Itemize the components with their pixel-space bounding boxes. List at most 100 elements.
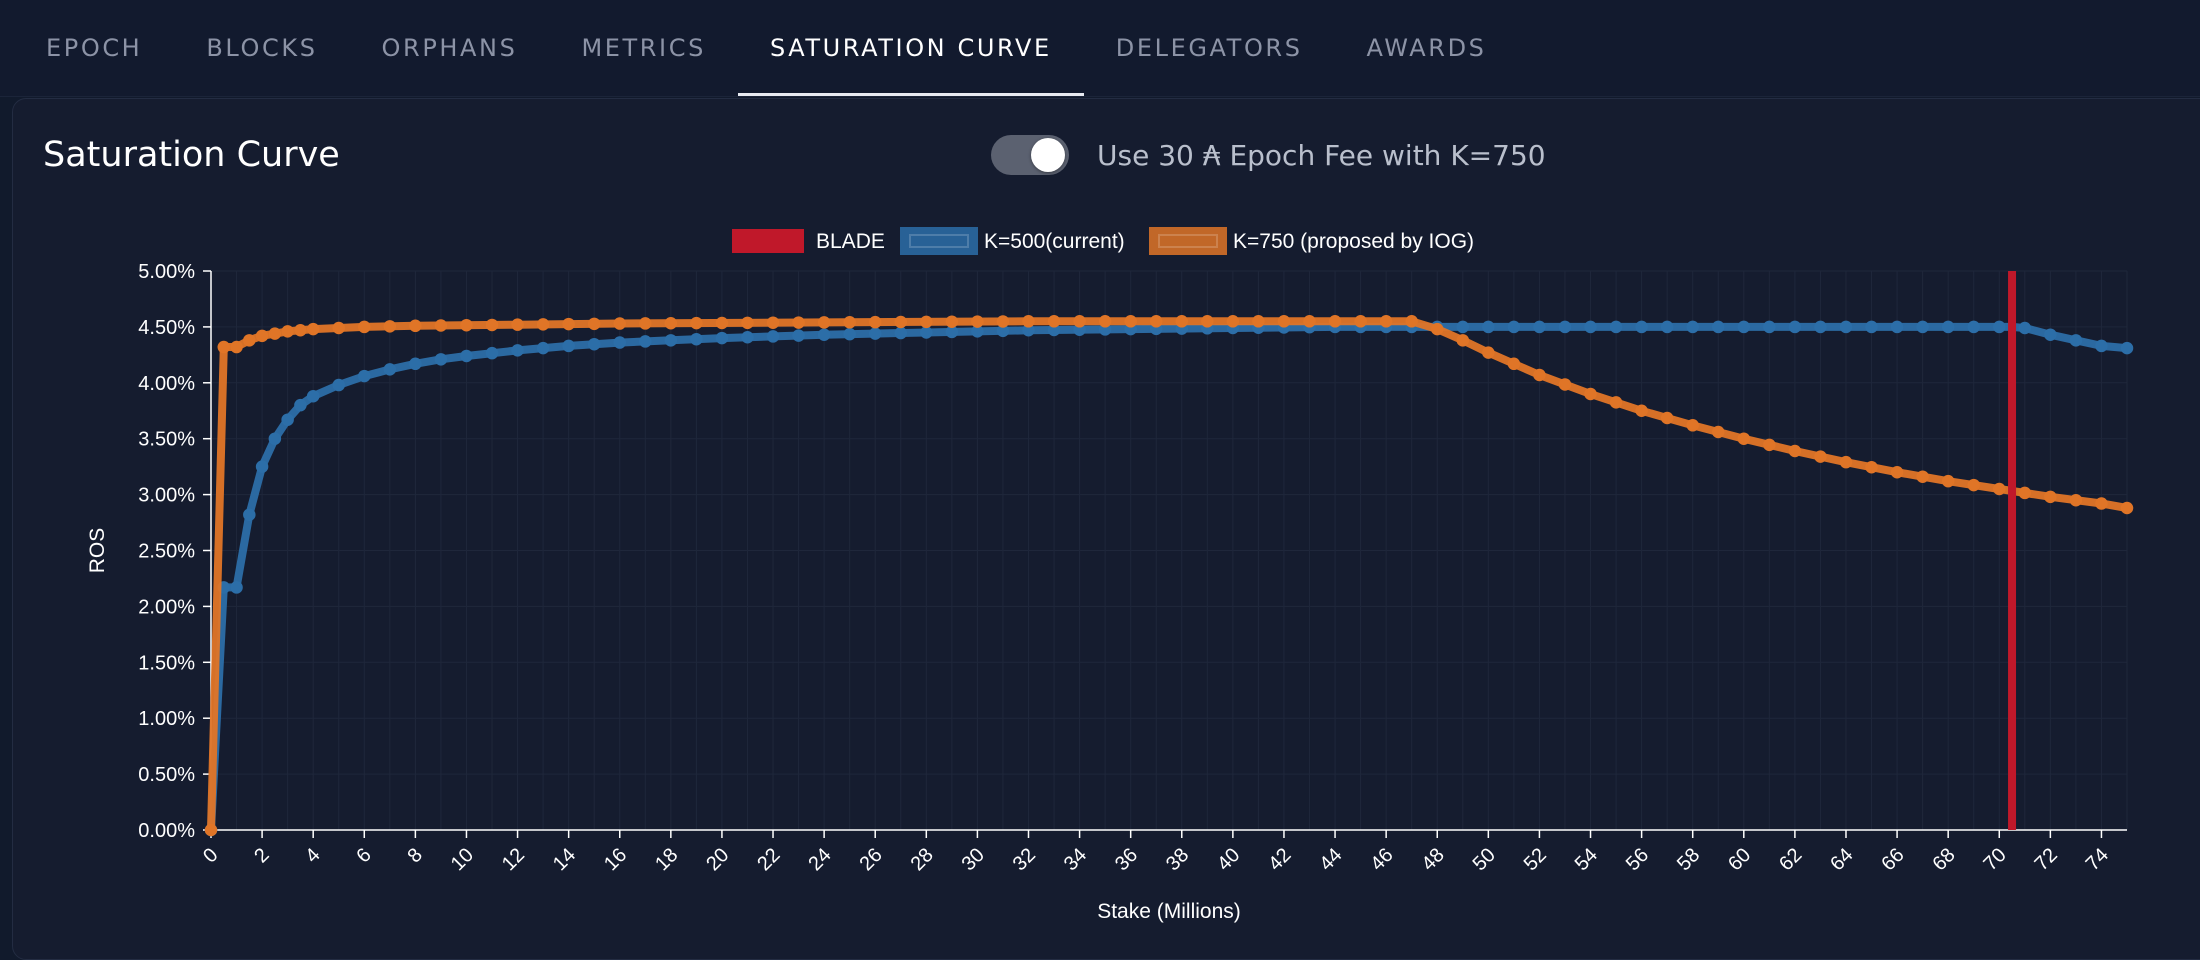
- data-point-k500-current[interactable]: [1507, 320, 1521, 334]
- data-point-k750-proposed[interactable]: [1890, 465, 1904, 479]
- data-point-k500-current[interactable]: [1584, 320, 1597, 334]
- epoch-fee-toggle-switch[interactable]: [991, 135, 1069, 175]
- data-point-k500-current[interactable]: [792, 329, 805, 342]
- data-point-k750-proposed[interactable]: [204, 823, 218, 837]
- tab-orphans[interactable]: ORPHANS: [381, 34, 518, 62]
- data-point-k750-proposed[interactable]: [1482, 346, 1495, 359]
- data-point-k500-current[interactable]: [868, 327, 882, 340]
- data-point-k500-current[interactable]: [1890, 320, 1904, 334]
- data-point-k750-proposed[interactable]: [230, 340, 243, 354]
- data-point-k750-proposed[interactable]: [971, 315, 984, 328]
- data-point-k750-proposed[interactable]: [332, 321, 345, 335]
- data-point-k500-current[interactable]: [1967, 320, 1980, 334]
- data-point-k750-proposed[interactable]: [1047, 315, 1061, 328]
- data-point-k500-current[interactable]: [1763, 320, 1776, 334]
- data-point-k750-proposed[interactable]: [217, 340, 231, 354]
- data-point-k750-proposed[interactable]: [1712, 425, 1725, 439]
- data-point-k750-proposed[interactable]: [1201, 315, 1214, 328]
- legend-item-blade[interactable]: BLADE: [732, 229, 885, 253]
- data-point-k500-current[interactable]: [2018, 321, 2032, 335]
- tab-delegators[interactable]: DELEGATORS: [1115, 34, 1303, 62]
- data-point-k500-current[interactable]: [1660, 320, 1674, 334]
- data-point-k750-proposed[interactable]: [1584, 387, 1597, 401]
- tab-metrics[interactable]: METRICS: [581, 34, 706, 62]
- data-point-k750-proposed[interactable]: [485, 318, 499, 332]
- data-point-k500-current[interactable]: [332, 378, 345, 392]
- data-point-k750-proposed[interactable]: [741, 316, 754, 330]
- data-point-k750-proposed[interactable]: [306, 322, 320, 336]
- data-point-k750-proposed[interactable]: [1686, 419, 1699, 432]
- data-point-k750-proposed[interactable]: [1405, 315, 1418, 328]
- data-point-k750-proposed[interactable]: [1558, 378, 1572, 391]
- data-point-k500-current[interactable]: [945, 325, 959, 339]
- data-point-k750-proposed[interactable]: [664, 317, 678, 330]
- data-point-k500-current[interactable]: [230, 581, 243, 594]
- data-point-k500-current[interactable]: [639, 335, 652, 348]
- data-point-k500-current[interactable]: [536, 341, 550, 355]
- data-point-k500-current[interactable]: [1865, 320, 1878, 334]
- data-point-k750-proposed[interactable]: [255, 329, 269, 343]
- data-point-k750-proposed[interactable]: [1149, 315, 1163, 328]
- data-point-k500-current[interactable]: [268, 432, 282, 445]
- data-point-k750-proposed[interactable]: [894, 315, 908, 329]
- data-point-k750-proposed[interactable]: [1354, 315, 1367, 328]
- data-point-k750-proposed[interactable]: [1379, 315, 1393, 328]
- data-point-k750-proposed[interactable]: [920, 315, 933, 329]
- data-point-k500-current[interactable]: [1635, 320, 1648, 334]
- data-point-k750-proposed[interactable]: [1507, 357, 1521, 371]
- tab-epoch[interactable]: EPOCH: [46, 34, 143, 62]
- data-point-k500-current[interactable]: [1814, 320, 1827, 334]
- data-point-k750-proposed[interactable]: [817, 316, 831, 329]
- data-point-k750-proposed[interactable]: [1788, 444, 1802, 458]
- data-point-k750-proposed[interactable]: [1456, 334, 1470, 347]
- data-point-k750-proposed[interactable]: [1609, 396, 1623, 409]
- data-point-k750-proposed[interactable]: [1941, 474, 1955, 488]
- data-point-k500-current[interactable]: [1482, 320, 1495, 334]
- tab-blocks[interactable]: BLOCKS: [206, 34, 318, 62]
- data-point-k750-proposed[interactable]: [268, 327, 282, 340]
- data-point-k500-current[interactable]: [920, 326, 933, 339]
- data-point-k500-current[interactable]: [843, 327, 856, 341]
- data-point-k750-proposed[interactable]: [1277, 315, 1291, 328]
- data-point-k750-proposed[interactable]: [1252, 315, 1265, 328]
- data-point-k750-proposed[interactable]: [1098, 315, 1112, 328]
- data-point-k750-proposed[interactable]: [536, 318, 550, 331]
- data-point-k750-proposed[interactable]: [587, 317, 601, 331]
- data-point-k750-proposed[interactable]: [383, 320, 397, 333]
- data-point-k500-current[interactable]: [2069, 334, 2083, 347]
- data-point-k750-proposed[interactable]: [1916, 470, 1929, 483]
- data-point-k750-proposed[interactable]: [2095, 497, 2108, 510]
- data-point-k750-proposed[interactable]: [996, 315, 1010, 328]
- data-point-k500-current[interactable]: [1686, 320, 1699, 334]
- data-point-k750-proposed[interactable]: [1737, 432, 1751, 445]
- data-point-k500-current[interactable]: [894, 326, 908, 340]
- data-point-k500-current[interactable]: [1558, 320, 1572, 334]
- data-point-k750-proposed[interactable]: [613, 317, 626, 330]
- data-point-k750-proposed[interactable]: [868, 315, 882, 329]
- data-point-k750-proposed[interactable]: [1660, 411, 1674, 425]
- data-point-k500-current[interactable]: [460, 349, 473, 363]
- data-point-k500-current[interactable]: [1533, 320, 1546, 334]
- data-point-k500-current[interactable]: [766, 330, 780, 343]
- data-point-k500-current[interactable]: [243, 508, 256, 521]
- data-point-k750-proposed[interactable]: [409, 319, 422, 333]
- data-point-k500-current[interactable]: [1993, 320, 2006, 334]
- data-point-k750-proposed[interactable]: [1175, 315, 1189, 328]
- data-point-k750-proposed[interactable]: [358, 320, 371, 334]
- data-point-k500-current[interactable]: [741, 330, 754, 344]
- data-point-k500-current[interactable]: [2120, 341, 2134, 355]
- data-point-k750-proposed[interactable]: [243, 334, 256, 347]
- data-point-k500-current[interactable]: [1916, 320, 1929, 334]
- data-point-k750-proposed[interactable]: [792, 316, 805, 329]
- data-point-k750-proposed[interactable]: [434, 319, 448, 332]
- data-point-k500-current[interactable]: [1737, 320, 1751, 334]
- data-point-k500-current[interactable]: [511, 344, 524, 357]
- data-point-k750-proposed[interactable]: [460, 318, 473, 332]
- data-point-k750-proposed[interactable]: [2044, 490, 2057, 504]
- data-point-k500-current[interactable]: [664, 334, 678, 347]
- data-point-k500-current[interactable]: [1839, 320, 1853, 334]
- data-point-k750-proposed[interactable]: [1635, 404, 1648, 417]
- data-point-k750-proposed[interactable]: [715, 316, 729, 330]
- data-point-k500-current[interactable]: [1788, 320, 1802, 334]
- data-point-k500-current[interactable]: [690, 332, 703, 346]
